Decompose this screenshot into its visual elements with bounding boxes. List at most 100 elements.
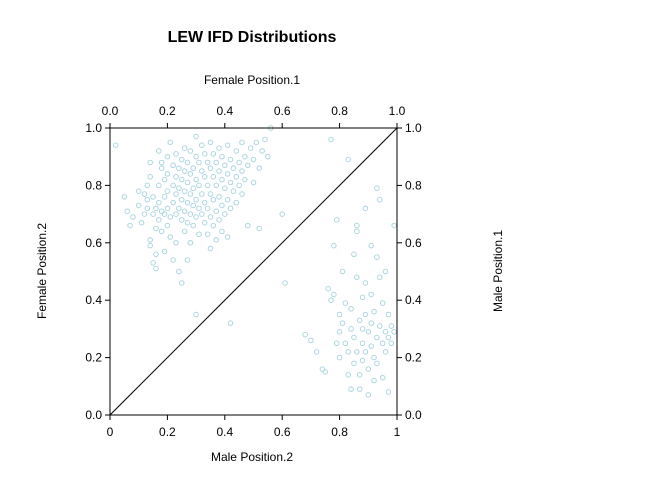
- data-point: [388, 340, 395, 347]
- data-point: [222, 185, 228, 192]
- data-point: [153, 225, 159, 232]
- data-point: [233, 174, 240, 180]
- data-point: [170, 162, 176, 169]
- data-point: [170, 257, 176, 263]
- data-point: [181, 228, 188, 235]
- data-point: [368, 291, 374, 298]
- data-point: [147, 174, 153, 180]
- data-point: [219, 176, 225, 183]
- data-point: [190, 202, 196, 209]
- data-point: [210, 151, 217, 157]
- data-point: [345, 372, 351, 378]
- data-point: [161, 248, 168, 255]
- data-point: [359, 294, 366, 301]
- right-tick-label: 0.0: [405, 408, 422, 422]
- data-point: [181, 168, 188, 174]
- data-point: [391, 329, 397, 335]
- data-point: [201, 219, 208, 226]
- data-point: [141, 191, 148, 197]
- data-point: [351, 251, 357, 258]
- data-point: [199, 211, 205, 217]
- data-point: [342, 340, 349, 347]
- data-point: [354, 222, 360, 229]
- data-point: [176, 185, 182, 192]
- data-point: [379, 374, 386, 381]
- data-point: [196, 205, 202, 212]
- data-point: [161, 194, 168, 200]
- data-point: [245, 222, 251, 229]
- bottom-tick-label: 1: [394, 425, 401, 439]
- right-tick-label: 1.0: [405, 121, 422, 135]
- data-point: [153, 205, 159, 212]
- data-point: [141, 211, 148, 217]
- data-point: [348, 386, 354, 392]
- data-point: [193, 214, 199, 220]
- data-point: [227, 156, 234, 163]
- data-point: [147, 237, 153, 243]
- data-point: [371, 377, 377, 384]
- data-point: [158, 228, 165, 235]
- data-point: [144, 196, 151, 203]
- data-point: [153, 251, 159, 258]
- left-axis-label: Female Position.2: [35, 223, 49, 319]
- data-point: [391, 222, 397, 229]
- data-point: [377, 323, 383, 329]
- top-axis-label: Female Position.1: [204, 73, 300, 87]
- data-point: [181, 208, 188, 214]
- data-point: [161, 176, 168, 183]
- data-point: [239, 168, 245, 174]
- data-point: [345, 156, 351, 163]
- data-point: [196, 159, 202, 166]
- data-point: [368, 242, 374, 249]
- data-point: [356, 386, 363, 392]
- data-point: [156, 182, 162, 189]
- data-point: [207, 165, 214, 171]
- right-axis-label: Male Position.1: [491, 230, 505, 312]
- data-point: [319, 366, 326, 372]
- data-point: [359, 340, 366, 347]
- data-point: [265, 153, 271, 160]
- data-point: [359, 326, 366, 332]
- data-point: [176, 205, 182, 212]
- top-tick-label: 0.8: [331, 104, 348, 118]
- data-point: [374, 185, 380, 192]
- data-point: [377, 196, 383, 203]
- right-tick-label: 0.6: [405, 236, 422, 250]
- data-point: [178, 217, 185, 223]
- data-point: [336, 329, 343, 335]
- data-point: [204, 159, 211, 166]
- data-point: [336, 354, 343, 361]
- data-point: [164, 205, 171, 212]
- data-point: [184, 199, 191, 206]
- right-tick-label: 0.2: [405, 351, 422, 365]
- data-point: [385, 311, 392, 318]
- data-point: [158, 159, 165, 166]
- data-point: [178, 196, 185, 203]
- data-point: [245, 162, 251, 169]
- data-point: [348, 326, 354, 332]
- data-point: [164, 188, 171, 194]
- data-point: [236, 182, 242, 189]
- data-point: [374, 360, 380, 367]
- data-point: [193, 176, 199, 183]
- data-point: [173, 151, 179, 157]
- data-point: [150, 211, 156, 217]
- data-point: [239, 139, 245, 146]
- top-tick-label: 1.0: [389, 104, 406, 118]
- data-point: [282, 280, 288, 286]
- data-point: [339, 320, 346, 326]
- data-point: [388, 323, 395, 329]
- data-point: [362, 349, 369, 355]
- data-point: [371, 308, 377, 315]
- data-point: [147, 242, 153, 249]
- data-point: [328, 136, 334, 143]
- data-point: [345, 349, 351, 355]
- data-point: [156, 217, 162, 223]
- data-point: [379, 340, 386, 347]
- data-point: [374, 334, 380, 341]
- data-point: [365, 366, 372, 372]
- data-point: [222, 162, 228, 169]
- data-point: [227, 320, 234, 326]
- data-point: [242, 153, 248, 160]
- data-point: [164, 153, 171, 160]
